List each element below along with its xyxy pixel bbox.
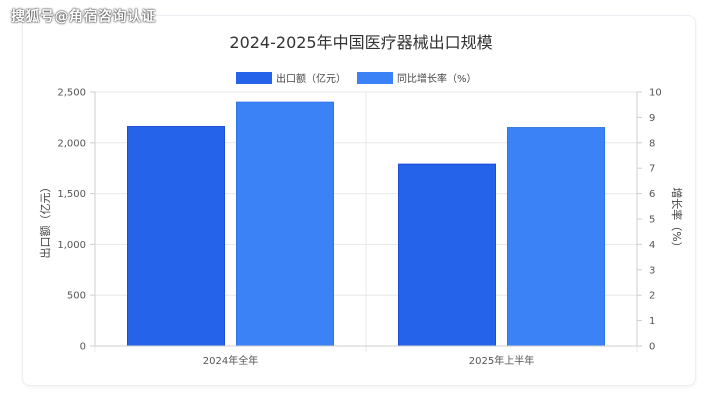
legend-label-0: 出口额（亿元） — [276, 72, 346, 85]
bar-export-0 — [127, 126, 225, 347]
y-tick-label: 2,500 — [57, 88, 86, 99]
y2-tick-label: 0 — [649, 342, 655, 353]
bars — [127, 101, 605, 347]
y2-axis-title: 增长率（%） — [670, 187, 684, 252]
legend-swatch-0 — [236, 72, 272, 84]
bar-export-1 — [398, 163, 496, 347]
y2-tick-label: 1 — [649, 316, 655, 327]
y2-tick-label: 4 — [649, 240, 655, 251]
x-tick-label: 2024年全年 — [203, 354, 258, 367]
y2-tick-label: 10 — [649, 88, 662, 99]
y-tick-label: 2,000 — [57, 138, 86, 149]
x-tick-label: 2025年上半年 — [469, 354, 534, 367]
axes: 0 500 1,000 1,500 2,000 2,500 0 1 2 3 4 5 6 7 8 9 10 2024… — [57, 88, 661, 368]
y-tick-label: 0 — [80, 342, 86, 353]
watermark-text: 搜狐号@角宿咨询认证 — [11, 9, 156, 25]
y2-tick-label: 5 — [649, 215, 655, 226]
chart-title: 2024-2025年中国医疗器械出口规模 — [229, 33, 492, 52]
y2-tick-label: 9 — [649, 113, 655, 124]
y-tick-label: 1,500 — [57, 189, 86, 200]
legend: 出口额（亿元） 同比增长率（%） — [236, 72, 477, 85]
y-tick-label: 1,000 — [57, 240, 86, 251]
y2-tick-label: 7 — [649, 164, 655, 175]
legend-label-1: 同比增长率（%） — [397, 72, 477, 85]
bar-growth-1 — [507, 127, 605, 347]
y2-tick-label: 8 — [649, 138, 655, 149]
bar-growth-0 — [236, 101, 334, 347]
y2-tick-label: 2 — [649, 291, 655, 302]
y-axis-title: 出口额（亿元） — [38, 182, 52, 259]
legend-swatch-1 — [357, 72, 393, 84]
y2-tick-label: 3 — [649, 265, 655, 276]
y-tick-label: 500 — [67, 291, 86, 302]
y2-tick-label: 6 — [649, 189, 655, 200]
